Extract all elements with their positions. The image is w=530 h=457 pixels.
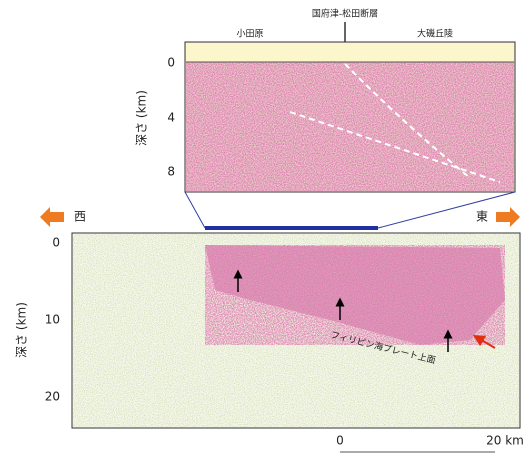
right-label: 大磯丘陵 <box>417 28 453 40</box>
east-label: 東 <box>476 210 488 224</box>
top-band <box>186 43 514 62</box>
scale-start: 0 <box>336 434 344 448</box>
tick-label: 0 <box>52 236 60 250</box>
top-texture <box>186 62 514 191</box>
tick-label: 8 <box>167 165 175 179</box>
tick-label: 0 <box>167 56 175 70</box>
axis-label: 深さ (km) <box>135 90 149 146</box>
figure: 国府津-松田断層 小田原 大磯丘陵 深さ (km) 0 4 8 西 東 フィリピ… <box>0 0 530 457</box>
tick-label: 4 <box>167 111 175 125</box>
connector <box>378 192 515 228</box>
tick-label: 10 <box>45 313 60 327</box>
fault-label: 国府津-松田断層 <box>312 8 378 20</box>
page: 国府津-松田断層 小田原 大磯丘陵 深さ (km) 0 4 8 西 東 フィリピ… <box>0 0 530 457</box>
scale-end: 20 km <box>486 434 524 448</box>
left-label: 小田原 <box>236 29 263 40</box>
connector <box>185 192 205 228</box>
west-label: 西 <box>74 210 86 224</box>
east-arrow <box>496 207 520 227</box>
west-arrow <box>40 207 64 227</box>
axis-label: 深さ (km) <box>15 302 29 358</box>
tick-label: 20 <box>45 390 60 404</box>
